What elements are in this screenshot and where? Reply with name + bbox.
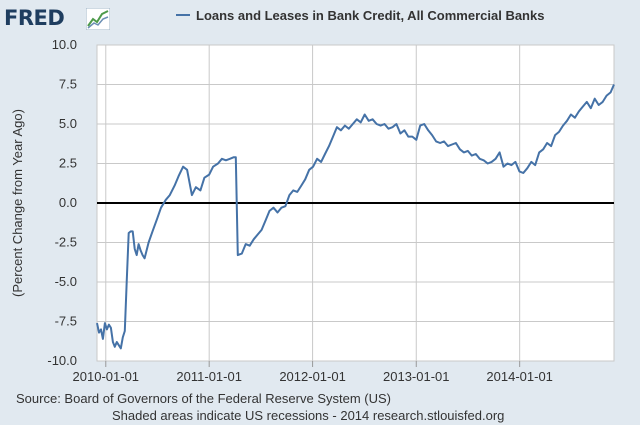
- series-line: [96, 84, 615, 350]
- x-axis-ticks: 2010-01-01 2011-01-01 2012-01-01 2013-01-01…: [73, 361, 553, 384]
- y-tick-label: -2.5: [55, 235, 77, 250]
- source-text: Source: Board of Governors of the Federa…: [16, 391, 391, 406]
- y-tick-label: -7.5: [55, 314, 77, 329]
- x-tick-label: 2012-01-01: [279, 369, 346, 384]
- y-tick-label: -10.0: [47, 353, 77, 368]
- legend-label: Loans and Leases in Bank Credit, All Com…: [196, 8, 545, 23]
- y-tick-label: 0.0: [59, 195, 77, 210]
- y-tick-label: 10.0: [52, 37, 77, 52]
- y-tick-label: 5.0: [59, 116, 77, 131]
- fred-logo-graph-icon: [86, 8, 110, 30]
- legend-swatch: [176, 13, 190, 16]
- x-tick-label: 2014-01-01: [486, 369, 553, 384]
- recession-note: Shaded areas indicate US recessions - 20…: [112, 408, 505, 423]
- y-tick-label: -5.0: [55, 274, 77, 289]
- y-tick-label: 7.5: [59, 77, 77, 92]
- y-axis-ticks: 10.0 7.5 5.0 2.5 0.0 -2.5 -5.0 -7.5 -10.0: [47, 37, 77, 368]
- x-tick-label: 2010-01-01: [73, 369, 140, 384]
- x-tick-label: 2013-01-01: [383, 369, 450, 384]
- chart-legend: Loans and Leases in Bank Credit, All Com…: [176, 8, 544, 23]
- y-tick-label: 2.5: [59, 156, 77, 171]
- fred-logo: FRED: [4, 6, 65, 30]
- x-tick-label: 2011-01-01: [176, 369, 242, 384]
- y-axis-label: (Percent Change from Year Ago): [10, 109, 25, 297]
